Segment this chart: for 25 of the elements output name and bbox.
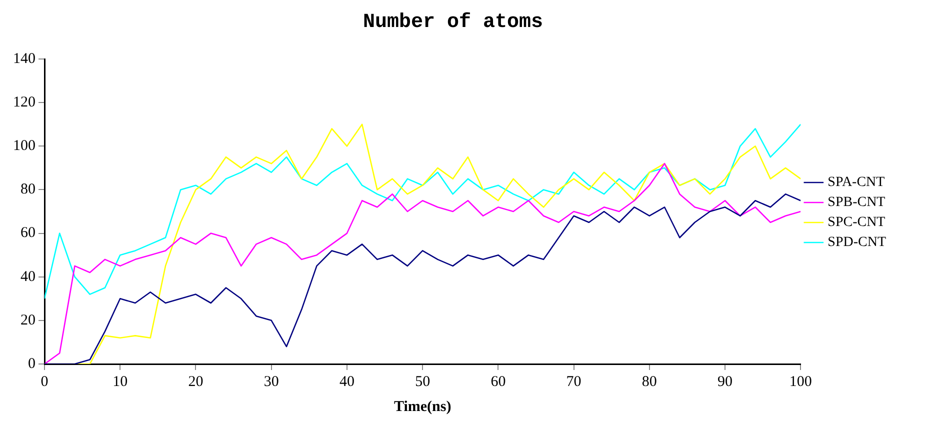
x-tick-label: 40	[339, 374, 354, 390]
x-tick-label: 30	[264, 374, 279, 390]
y-tick-label: 20	[20, 312, 36, 328]
y-tick-label: 140	[13, 50, 36, 67]
x-tick-label: 60	[490, 374, 506, 390]
x-tick-label: 70	[566, 374, 582, 390]
legend-label: SPA-CNT	[828, 175, 886, 190]
y-tick-label: 0	[28, 356, 36, 372]
x-tick-label: 90	[718, 374, 733, 390]
x-axis-title: Time(ns)	[394, 398, 452, 415]
legend-label: SPD-CNT	[828, 235, 886, 250]
y-tick-label: 100	[13, 138, 36, 154]
chart-title: Number of atoms	[362, 11, 544, 34]
x-tick-label: 100	[789, 374, 812, 390]
x-tick-label: 80	[642, 374, 657, 390]
x-tick-label: 50	[415, 374, 430, 390]
legend-label: SPC-CNT	[828, 215, 886, 230]
x-tick-label: 10	[112, 374, 128, 390]
y-tick-label: 60	[20, 225, 36, 242]
y-tick-label: 80	[20, 182, 36, 198]
x-tick-label: 20	[188, 374, 204, 390]
y-tick-label: 120	[13, 94, 36, 111]
legend-label: SPB-CNT	[828, 195, 886, 210]
x-tick-label: 0	[40, 374, 48, 390]
y-tick-label: 40	[20, 268, 36, 285]
